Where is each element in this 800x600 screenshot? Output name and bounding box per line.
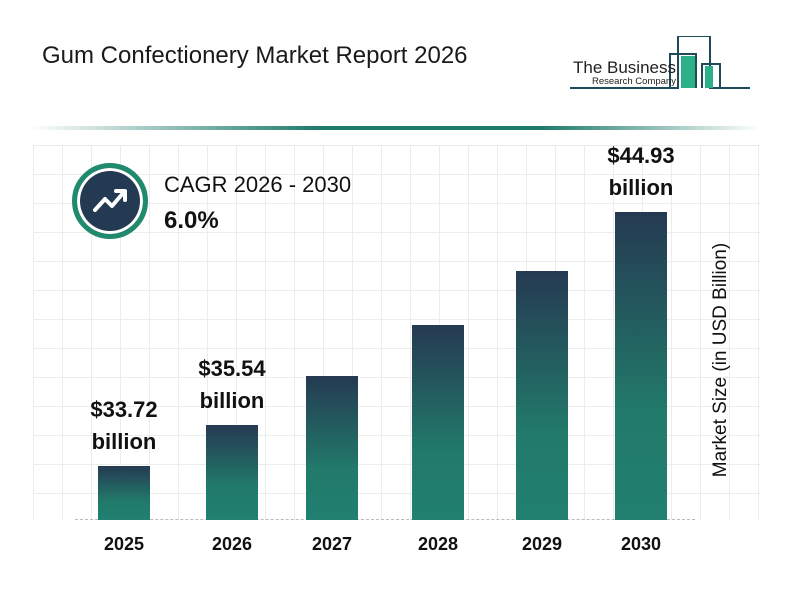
data-label-unit: billion [199, 387, 265, 413]
data-label-unit: billion [608, 175, 674, 200]
logo-buildings-icon [570, 36, 750, 89]
header-divider [30, 126, 760, 130]
bar-2028 [412, 325, 464, 520]
cagr-label: CAGR 2026 - 2030 [164, 172, 352, 197]
x-tick-label: 2026 [211, 534, 253, 554]
page-title: Gum Confectionery Market Report 2026 [42, 42, 468, 69]
data-label: $35.54 billion [172, 353, 292, 417]
data-label-amount: $35.54 [198, 355, 266, 381]
cagr-value: 6.0% [164, 207, 219, 234]
data-label-unit: billion [91, 429, 157, 454]
x-tick-label: 2028 [417, 534, 459, 554]
x-tick-label: 2030 [620, 534, 662, 554]
logo-text-line1: The Business [573, 58, 676, 77]
trending-up-icon [72, 163, 148, 239]
data-label-amount: $44.93 [607, 143, 675, 168]
bar-2030 [615, 212, 667, 520]
x-tick-label: 2027 [311, 534, 353, 554]
company-logo: The Business Research Company [570, 36, 755, 92]
data-label-amount: $33.72 [90, 397, 158, 422]
data-label: $33.72 billion [64, 394, 184, 458]
bar-2027 [306, 376, 358, 520]
x-tick-label: 2029 [521, 534, 563, 554]
y-axis-label: Market Size (in USD Billion) [710, 242, 731, 478]
x-tick-label: 2025 [103, 534, 145, 554]
data-label: $44.93 billion [581, 140, 701, 204]
bar-2025 [98, 466, 150, 520]
bar-2029 [516, 270, 568, 520]
bar-2026 [206, 424, 258, 520]
logo-text-line2: Research Company [592, 76, 676, 87]
x-axis-baseline [75, 519, 695, 520]
